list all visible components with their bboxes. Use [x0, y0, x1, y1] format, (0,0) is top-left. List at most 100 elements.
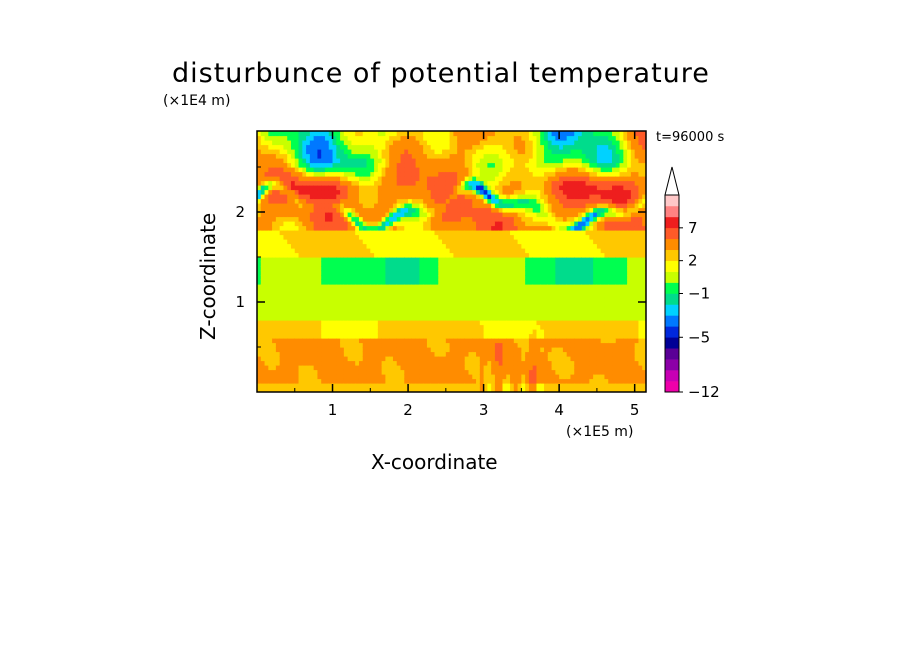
heatmap-cell: [279, 324, 285, 330]
heatmap-cell: [324, 270, 330, 276]
heatmap-cell: [423, 171, 428, 177]
heatmap-cell: [570, 252, 575, 258]
heatmap-cell: [521, 315, 526, 321]
heatmap-cell: [491, 162, 496, 168]
heatmap-cell: [381, 198, 387, 204]
heatmap-cell: [521, 342, 526, 348]
heatmap-cell: [544, 324, 549, 330]
heatmap-cell: [570, 135, 575, 141]
heatmap-cell: [415, 221, 420, 227]
heatmap-cell: [324, 207, 330, 213]
heatmap-cell: [317, 153, 322, 159]
heatmap-cell: [415, 144, 420, 150]
heatmap-cell: [381, 315, 387, 321]
heatmap-cell: [472, 342, 477, 348]
heatmap-cell: [332, 153, 337, 159]
heatmap-cell: [268, 333, 273, 339]
heatmap-cell: [460, 374, 466, 380]
heatmap-cell: [525, 315, 530, 321]
heatmap-cell: [377, 369, 383, 375]
heatmap-cell: [449, 279, 454, 285]
heatmap-cell: [290, 374, 296, 380]
heatmap-cell: [528, 167, 534, 173]
heatmap-cell: [275, 252, 281, 258]
heatmap-cell: [309, 311, 315, 317]
heatmap-cell: [426, 293, 432, 299]
heatmap-cell: [426, 279, 432, 285]
heatmap-cell: [268, 243, 273, 249]
heatmap-cell: [328, 297, 334, 303]
heatmap-cell: [290, 171, 296, 177]
heatmap-cell: [544, 153, 549, 159]
heatmap-cell: [506, 302, 511, 308]
heatmap-cell: [370, 221, 375, 227]
heatmap-cell: [343, 248, 349, 254]
heatmap-cell: [430, 302, 436, 308]
heatmap-cell: [445, 329, 451, 335]
heatmap-cell: [343, 230, 349, 236]
heatmap-cell: [343, 306, 349, 312]
heatmap-cell: [434, 189, 439, 195]
heatmap-cell: [317, 342, 322, 348]
heatmap-cell: [570, 203, 575, 209]
heatmap-cell: [347, 140, 353, 146]
heatmap-cell: [468, 239, 473, 245]
heatmap-cell: [540, 311, 545, 317]
heatmap-cell: [313, 212, 319, 218]
heatmap-cell: [283, 306, 288, 312]
heatmap-cell: [445, 221, 451, 227]
heatmap-cell: [374, 275, 379, 281]
heatmap-cell: [419, 149, 424, 155]
heatmap-cell: [290, 266, 296, 272]
heatmap-cell: [574, 383, 579, 389]
heatmap-cell: [513, 257, 519, 263]
heatmap-cell: [328, 356, 334, 362]
heatmap-cell: [457, 297, 462, 303]
heatmap-cell: [460, 221, 466, 227]
heatmap-cell: [419, 342, 424, 348]
heatmap-cell: [536, 171, 541, 177]
heatmap-cell: [457, 315, 462, 321]
heatmap-cell: [502, 257, 507, 263]
heatmap-cell: [479, 243, 485, 249]
heatmap-cell: [317, 297, 322, 303]
heatmap-cell: [389, 284, 394, 290]
heatmap-cell: [358, 311, 364, 317]
heatmap-cell: [321, 387, 326, 392]
heatmap-cell: [336, 248, 341, 254]
heatmap-cell: [290, 333, 296, 339]
heatmap-cell: [419, 144, 424, 150]
heatmap-cell: [570, 302, 575, 308]
heatmap-cell: [438, 293, 443, 299]
heatmap-cell: [287, 257, 292, 263]
heatmap-cell: [544, 140, 549, 146]
heatmap-cell: [328, 212, 334, 218]
heatmap-cell: [555, 297, 560, 303]
heatmap-cell: [347, 369, 353, 375]
heatmap-cell: [313, 180, 319, 186]
heatmap-cell: [366, 347, 371, 353]
heatmap-cell: [351, 198, 356, 204]
heatmap-cell: [336, 239, 341, 245]
heatmap-cell: [536, 270, 541, 276]
heatmap-cell: [275, 194, 281, 200]
heatmap-cell: [321, 378, 326, 384]
heatmap-cell: [362, 351, 368, 357]
heatmap-cell: [479, 225, 485, 231]
heatmap-cell: [374, 378, 379, 384]
heatmap-cell: [559, 293, 564, 299]
heatmap-cell: [506, 149, 511, 155]
heatmap-cell: [449, 248, 454, 254]
heatmap-cell: [513, 302, 519, 308]
heatmap-cell: [442, 252, 447, 258]
heatmap-cell: [445, 266, 451, 272]
heatmap-cell: [298, 333, 303, 339]
heatmap-cell: [562, 279, 568, 285]
heatmap-cell: [472, 315, 477, 321]
heatmap-cell: [347, 270, 353, 276]
heatmap-cell: [544, 239, 549, 245]
heatmap-cell: [340, 365, 345, 371]
heatmap-cell: [306, 194, 311, 200]
heatmap-cell: [487, 342, 492, 348]
heatmap-cell: [336, 351, 341, 357]
